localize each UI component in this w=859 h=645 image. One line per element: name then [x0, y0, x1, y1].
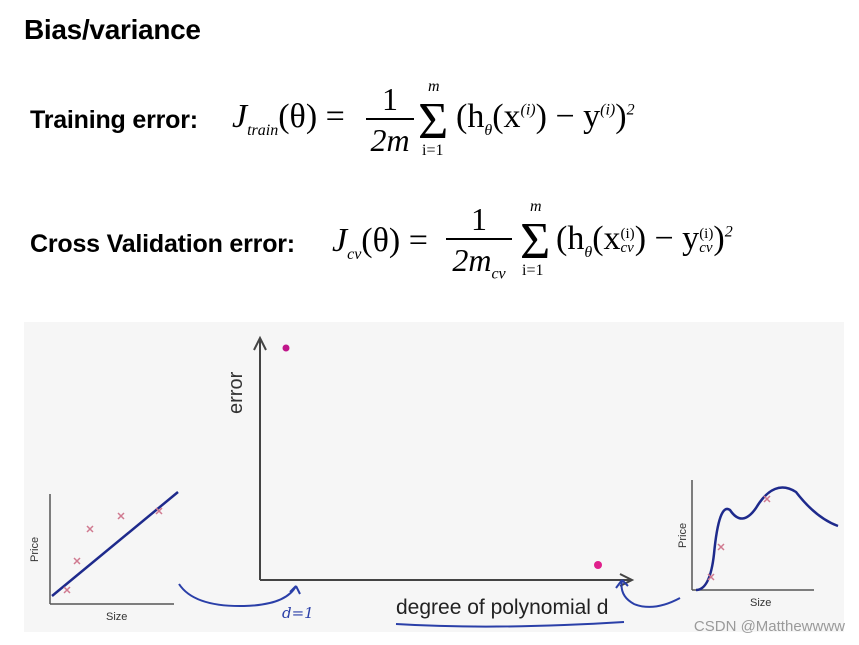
cv-J-sub: cv [347, 245, 362, 263]
right-plot-y-label: Price [677, 523, 689, 548]
training-lhs: (θ) = [278, 98, 345, 135]
training-J: J [232, 98, 248, 135]
cv-power: 2 [724, 223, 733, 241]
right-fit-curve [695, 486, 839, 592]
cv-sum-top: m [530, 198, 542, 215]
underline-stroke [395, 621, 625, 628]
cv-body-minus: ) − y [634, 220, 700, 257]
diagram-svg: error degree of polynomial d d=1 Size Pr… [29, 335, 839, 628]
cv-frac-num: 1 [471, 201, 487, 237]
right-data-crosses [707, 495, 771, 581]
cv-lhs: (θ) = [361, 222, 428, 259]
left-plot-x-label: Size [106, 611, 127, 623]
training-sum-bottom: i=1 [422, 142, 444, 159]
training-body-sub: θ [484, 121, 493, 139]
x-axis-arrow [619, 573, 635, 587]
watermark: CSDN @Matthewwww [693, 618, 845, 635]
handwritten-d1: d=1 [282, 604, 314, 622]
right-arrow-stroke [615, 579, 681, 608]
error-point-low [594, 561, 602, 569]
cv-body-sub: θ [584, 243, 593, 261]
training-body-minus: ) − y [535, 98, 601, 135]
bias-variance-diagram: error degree of polynomial d d=1 Size Pr… [24, 322, 844, 632]
cv-body-x: (x [592, 220, 621, 257]
cv-body-subcv: cv [620, 240, 634, 257]
cv-body-sup2: (i) [699, 226, 714, 243]
x-axis-label: degree of polynomial d [396, 596, 608, 619]
training-body-x: (x [492, 98, 521, 135]
right-mini-plot: Size Price [677, 480, 839, 609]
cv-fraction: 1 2mcv [446, 200, 512, 294]
error-axis-label: error [225, 371, 247, 414]
training-frac-den: 2m [370, 122, 410, 158]
left-arrow-stroke [178, 583, 301, 608]
left-plot-y-label: Price [29, 537, 41, 562]
error-point-high [282, 344, 290, 352]
training-J-sub: train [247, 121, 279, 139]
cv-J: J [332, 222, 348, 259]
cv-body-end: ) [713, 220, 725, 257]
left-data-crosses [63, 507, 163, 594]
cv-frac-den: 2m [452, 242, 492, 278]
cv-frac-den-sub: cv [491, 265, 506, 283]
training-fraction: 1 2m [366, 80, 414, 160]
training-frac-num: 1 [382, 81, 398, 117]
training-body-sup2: (i) [600, 101, 616, 119]
left-mini-plot: Size Price [29, 491, 179, 623]
cv-sum-bottom: i=1 [522, 262, 544, 279]
cv-body-open: (h [556, 220, 585, 257]
left-fit-line [51, 491, 179, 597]
cv-body-subcv2: cv [699, 240, 713, 257]
training-body-end: ) [615, 98, 627, 135]
slide-title: Bias/variance [24, 14, 201, 45]
training-sum-top: m [428, 78, 440, 95]
cv-body-sup: (i) [620, 226, 635, 243]
training-body-open: (h [456, 98, 485, 135]
training-body-sup: (i) [520, 101, 536, 119]
y-axis-arrow [253, 335, 267, 351]
cv-sigma: Σ [520, 213, 551, 270]
training-error-label: Training error: [30, 106, 198, 134]
cv-error-label: Cross Validation error: [30, 230, 295, 258]
right-plot-x-label: Size [750, 597, 771, 609]
training-power: 2 [626, 101, 635, 119]
training-sigma: Σ [418, 93, 449, 150]
